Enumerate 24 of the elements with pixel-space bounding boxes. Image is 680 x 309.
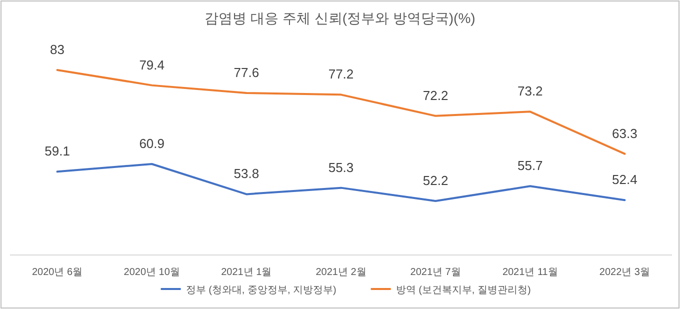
data-label: 63.3 [612,126,638,141]
x-tick-label: 2020년 10월 [124,267,180,278]
data-label: 53.8 [234,166,260,182]
x-tick-label: 2020년 6월 [32,267,83,278]
data-label: 52.2 [422,173,448,188]
x-tick-label: 2021년 2월 [316,267,366,278]
x-tick-label: 2021년 7월 [410,267,461,278]
chart-title: 감염병 대응 주체 신뢰(정부와 방역당국)(%) [204,10,476,26]
data-label: 79.4 [139,57,165,72]
data-label: 52.4 [612,172,638,188]
data-label: 55.3 [328,160,354,175]
data-label: 59.1 [44,144,70,159]
legend-label: 방역 (보건복지부, 질병관리청) [396,285,531,296]
data-label: 77.2 [328,66,354,82]
data-label: 60.9 [139,136,165,151]
data-label: 83 [50,42,65,57]
data-label: 73.2 [517,84,543,99]
data-label: 55.7 [517,158,543,174]
data-label: 72.2 [422,88,448,103]
x-tick-label: 2021년 1월 [221,267,272,278]
data-label: 77.6 [234,64,260,80]
legend-label: 정부 (청와대, 중앙정부, 지방정부) [186,285,336,296]
x-tick-label: 2021년 11월 [502,267,558,278]
x-tick-label: 2022년 3월 [599,267,650,278]
